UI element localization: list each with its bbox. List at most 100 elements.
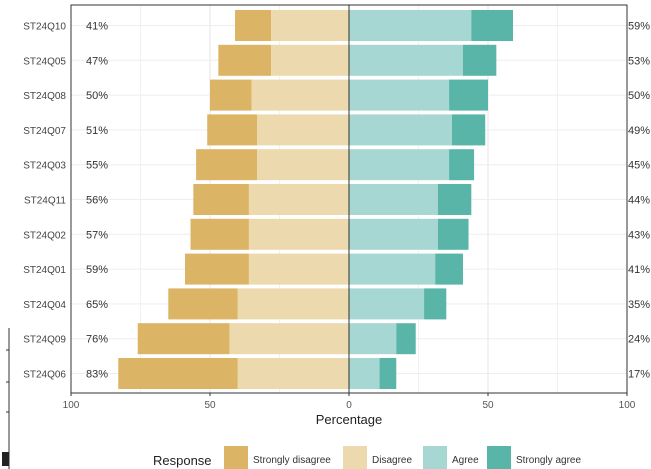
bar-strongly-disagree: [218, 44, 272, 76]
legend-key-agree: [423, 446, 447, 469]
right-percent-label: 45%: [628, 160, 650, 172]
bar-strongly-disagree: [235, 10, 272, 41]
bar-strongly-agree: [449, 79, 488, 111]
bar-strongly-agree: [449, 149, 475, 181]
bar-strongly-disagree: [184, 253, 249, 285]
left-percent-label: 50%: [86, 90, 108, 102]
bar-strongly-agree: [424, 288, 447, 320]
bar-strongly-agree: [435, 253, 463, 285]
left-percent-labels: 41% 47% 50% 51% 55% 56% 57% 59% 65% 76% 83%: [86, 21, 108, 381]
bar-disagree: [237, 358, 349, 389]
x-tick-label: 0: [346, 400, 352, 411]
legend-label: Agree: [452, 455, 479, 466]
right-percent-label: 35%: [628, 299, 650, 311]
axis-fragment: [2, 328, 10, 469]
right-percent-label: 43%: [628, 229, 650, 241]
y-tick-label: ST24Q05: [23, 56, 66, 67]
bar-strongly-agree: [379, 358, 397, 389]
bar-strongly-agree: [462, 44, 497, 76]
left-percent-label: 51%: [86, 125, 108, 137]
bar-strongly-disagree: [210, 79, 252, 111]
bar-disagree: [271, 10, 349, 41]
y-tick-label: ST24Q03: [23, 161, 66, 172]
left-percent-label: 47%: [86, 55, 108, 67]
y-tick-label: ST24Q07: [23, 126, 66, 137]
bar-agree: [349, 10, 472, 41]
bar-agree: [349, 44, 463, 76]
bar-agree: [349, 184, 438, 215]
y-tick-label: ST24Q08: [23, 91, 66, 102]
bar-agree: [349, 288, 425, 320]
x-tick-label: 50: [204, 400, 216, 411]
left-percent-label: 65%: [86, 299, 108, 311]
x-tick-label: 100: [63, 400, 80, 411]
bar-agree: [349, 218, 438, 250]
legend-label: Strongly agree: [516, 455, 581, 466]
right-percent-label: 44%: [628, 195, 650, 207]
bar-agree: [349, 253, 436, 285]
bar-disagree: [251, 79, 349, 111]
left-percent-label: 56%: [86, 195, 108, 207]
left-percent-label: 55%: [86, 160, 108, 172]
left-percent-label: 83%: [86, 369, 108, 381]
bar-agree: [349, 79, 450, 111]
legend-key-strongly-disagree: [224, 446, 248, 469]
legend-label: Disagree: [372, 455, 412, 466]
x-axis-label: Percentage: [316, 412, 383, 427]
bar-disagree: [257, 149, 349, 181]
bar-disagree: [257, 114, 349, 146]
bar-strongly-agree: [437, 218, 469, 250]
y-tick-label: ST24Q02: [23, 230, 66, 241]
bar-strongly-disagree: [190, 218, 249, 250]
y-tick-label: ST24Q11: [24, 196, 66, 207]
bar-strongly-disagree: [193, 184, 249, 215]
bar-disagree: [237, 288, 349, 320]
bars: [118, 10, 514, 389]
bar-strongly-agree: [451, 114, 486, 146]
bar-disagree: [229, 323, 349, 355]
bar-strongly-agree: [396, 323, 416, 355]
bar-strongly-disagree: [168, 288, 238, 320]
left-percent-label: 41%: [86, 21, 108, 33]
right-percent-label: 50%: [628, 90, 650, 102]
bar-strongly-disagree: [137, 323, 230, 355]
y-tick-labels: ST24Q10 ST24Q05 ST24Q08 ST24Q07 ST24Q03 ST24Q…: [23, 22, 66, 381]
bar-strongly-disagree: [196, 149, 258, 181]
legend-key-disagree: [343, 446, 367, 469]
bar-strongly-agree: [471, 10, 514, 41]
right-percent-label: 41%: [628, 264, 650, 276]
bar-agree: [349, 358, 380, 389]
right-percent-label: 59%: [628, 21, 650, 33]
y-tick-label: ST24Q01: [23, 265, 66, 276]
y-tick-label: ST24Q09: [23, 335, 66, 346]
bar-agree: [349, 149, 450, 181]
right-percent-label: 17%: [628, 369, 650, 381]
right-percent-label: 49%: [628, 125, 650, 137]
bar-disagree: [248, 253, 349, 285]
legend: Response Strongly disagree Disagree Agree S…: [153, 446, 581, 469]
y-tick-label: ST24Q10: [23, 22, 66, 33]
bar-strongly-agree: [437, 184, 472, 215]
bar-strongly-disagree: [207, 114, 258, 146]
left-percent-label: 57%: [86, 229, 108, 241]
right-percent-label: 53%: [628, 55, 650, 67]
x-tick-labels: 100 50 0 50 100: [63, 393, 636, 411]
bar-agree: [349, 323, 397, 355]
bar-disagree: [248, 184, 349, 215]
bar-disagree: [271, 44, 349, 76]
legend-label: Strongly disagree: [253, 455, 331, 466]
bar-strongly-disagree: [118, 358, 238, 389]
left-percent-label: 76%: [86, 334, 108, 346]
y-tick-label: ST24Q04: [23, 300, 66, 311]
bar-agree: [349, 114, 452, 146]
legend-key-strongly-agree: [487, 446, 511, 469]
left-percent-label: 59%: [86, 264, 108, 276]
right-percent-label: 24%: [628, 334, 650, 346]
x-tick-label: 100: [619, 400, 636, 411]
right-percent-labels: 59% 53% 50% 49% 45% 44% 43% 41% 35% 24% 17%: [628, 21, 650, 381]
bar-disagree: [248, 218, 349, 250]
y-tick-label: ST24Q06: [23, 370, 66, 381]
x-tick-label: 50: [482, 400, 494, 411]
legend-title: Response: [153, 453, 212, 468]
